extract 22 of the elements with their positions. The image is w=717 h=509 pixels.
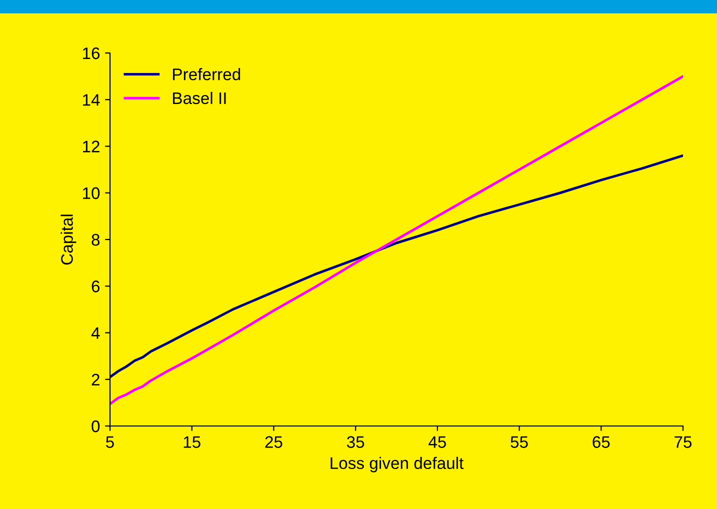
y-tick-label: 2 — [92, 374, 100, 386]
y-tick-label: 12 — [83, 140, 100, 152]
x-tick-label: 5 — [106, 436, 114, 448]
y-tick-label: 10 — [83, 187, 100, 200]
y-tick-label: 14 — [83, 94, 100, 106]
y-tick-label: 8 — [92, 234, 100, 246]
y-tick-label: 6 — [92, 280, 100, 292]
x-tick-label: 25 — [265, 436, 282, 448]
x-tick-label: 15 — [184, 436, 200, 448]
y-tick-label: 4 — [91, 327, 100, 339]
y-tick-label: 16 — [83, 47, 100, 60]
y-tick-label: 0 — [92, 420, 100, 432]
x-tick-label: 65 — [592, 436, 610, 448]
legend-label: Preferred — [173, 68, 240, 80]
x-tick-label: 55 — [510, 436, 528, 448]
x-axis-title: Loss given default — [330, 456, 464, 472]
x-tick-label: 45 — [428, 436, 446, 448]
line-series — [110, 154, 683, 378]
y-axis-title: Capital — [60, 214, 76, 265]
x-tick-label: 35 — [346, 436, 364, 448]
x-tick-label: 75 — [674, 436, 692, 448]
legend-label: Basel II — [173, 92, 226, 104]
